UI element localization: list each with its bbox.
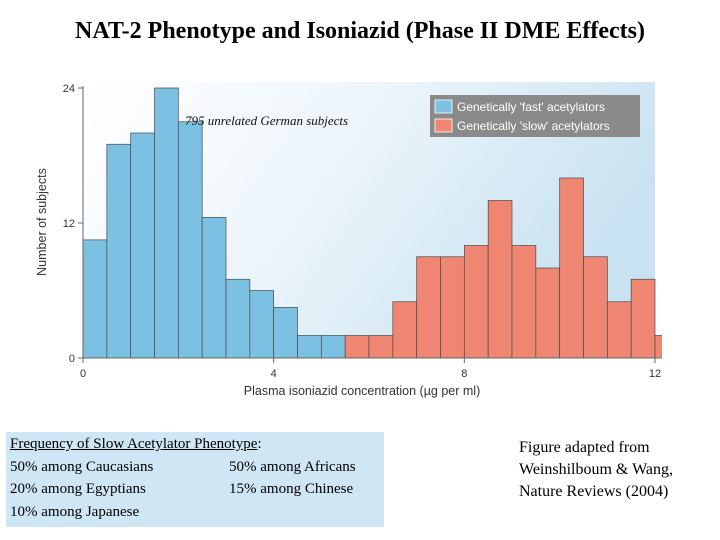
bar-slow-11 bbox=[606, 301, 632, 359]
y-tick-label-0: 0 bbox=[69, 353, 75, 365]
bar-slow-7 bbox=[511, 245, 537, 359]
bar-fast-9 bbox=[297, 335, 322, 359]
bar-slow-12 bbox=[630, 278, 656, 359]
bar-fast-7 bbox=[249, 290, 275, 359]
bar-slow-0 bbox=[344, 335, 370, 359]
y-axis-title: Number of subjects bbox=[35, 168, 49, 276]
bar-slow-8 bbox=[535, 267, 561, 359]
y-tick-label-24: 24 bbox=[63, 83, 75, 95]
bar-fast-8 bbox=[273, 307, 298, 359]
legend: Genetically 'fast' acetylators Genetical… bbox=[430, 95, 640, 137]
bar-fast-0 bbox=[82, 239, 108, 359]
x-tick-label-0: 0 bbox=[80, 368, 86, 380]
credit-line-2: Weinshilboum & Wang, bbox=[519, 461, 674, 478]
bar-slow-13 bbox=[654, 335, 662, 359]
credit-line-3: Nature Reviews (2004) bbox=[519, 483, 669, 500]
bar-fast-1 bbox=[106, 143, 132, 359]
frequency-chinese: 15% among Chinese bbox=[229, 481, 354, 497]
x-tick-label-12: 12 bbox=[649, 368, 661, 380]
bar-fast-5 bbox=[201, 217, 227, 359]
legend-background bbox=[430, 95, 640, 137]
legend-swatch-fast bbox=[434, 99, 453, 114]
bar-slow-5 bbox=[463, 245, 489, 359]
frequency-heading-text: Frequency of Slow Acetylator Phenotype bbox=[10, 436, 258, 452]
slide-title: NAT-2 Phenotype and Isoniazid (Phase II … bbox=[74, 18, 646, 44]
credit-line-1: Figure adapted from bbox=[519, 439, 650, 456]
frequency-heading-colon: : bbox=[257, 436, 262, 452]
legend-label-slow: Genetically 'slow' acetylators bbox=[457, 119, 610, 133]
x-tick-label-8: 8 bbox=[461, 368, 467, 380]
bar-slow-3 bbox=[416, 256, 441, 359]
x-tick-label-4: 4 bbox=[271, 368, 277, 380]
bar-fast-10 bbox=[320, 335, 346, 359]
frequency-egyptians: 20% among Egyptians bbox=[10, 481, 146, 497]
bar-slow-6 bbox=[487, 200, 513, 359]
sample-annotation: 795 unrelated German subjects bbox=[185, 113, 348, 128]
y-tick-label-12: 12 bbox=[63, 218, 75, 230]
frequency-caucasians: 50% among Caucasians bbox=[10, 458, 154, 475]
bar-slow-2 bbox=[392, 301, 418, 359]
frequency-list: 50% among Caucasians 50% among Africans … bbox=[10, 456, 380, 524]
legend-label-fast: Genetically 'fast' acetylators bbox=[457, 100, 605, 114]
bar-fast-6 bbox=[225, 278, 251, 359]
bar-slow-4 bbox=[440, 256, 465, 359]
frequency-heading: Frequency of Slow Acetylator Phenotype: bbox=[10, 433, 380, 456]
bar-slow-10 bbox=[583, 256, 608, 359]
frequency-japanese: 10% among Japanese bbox=[10, 503, 140, 520]
bar-fast-3 bbox=[154, 87, 179, 359]
bar-slow-1 bbox=[368, 335, 394, 359]
bar-fast-2 bbox=[130, 132, 155, 359]
figure-credit: Figure adapted from Weinshilboum & Wang,… bbox=[519, 437, 714, 503]
isoniazid-histogram: 0 12 24 0 4 8 12 Number of subjects Plasma iso… bbox=[35, 82, 662, 398]
slow-acetylator-frequency-box: Frequency of Slow Acetylator Phenotype: … bbox=[6, 432, 384, 527]
legend-swatch-slow bbox=[434, 118, 453, 133]
frequency-africans: 50% among Africans bbox=[229, 458, 356, 475]
bar-fast-4 bbox=[177, 121, 203, 359]
x-axis-title: Plasma isoniazid concentration (µg per m… bbox=[244, 384, 480, 398]
bar-slow-9 bbox=[559, 177, 584, 359]
